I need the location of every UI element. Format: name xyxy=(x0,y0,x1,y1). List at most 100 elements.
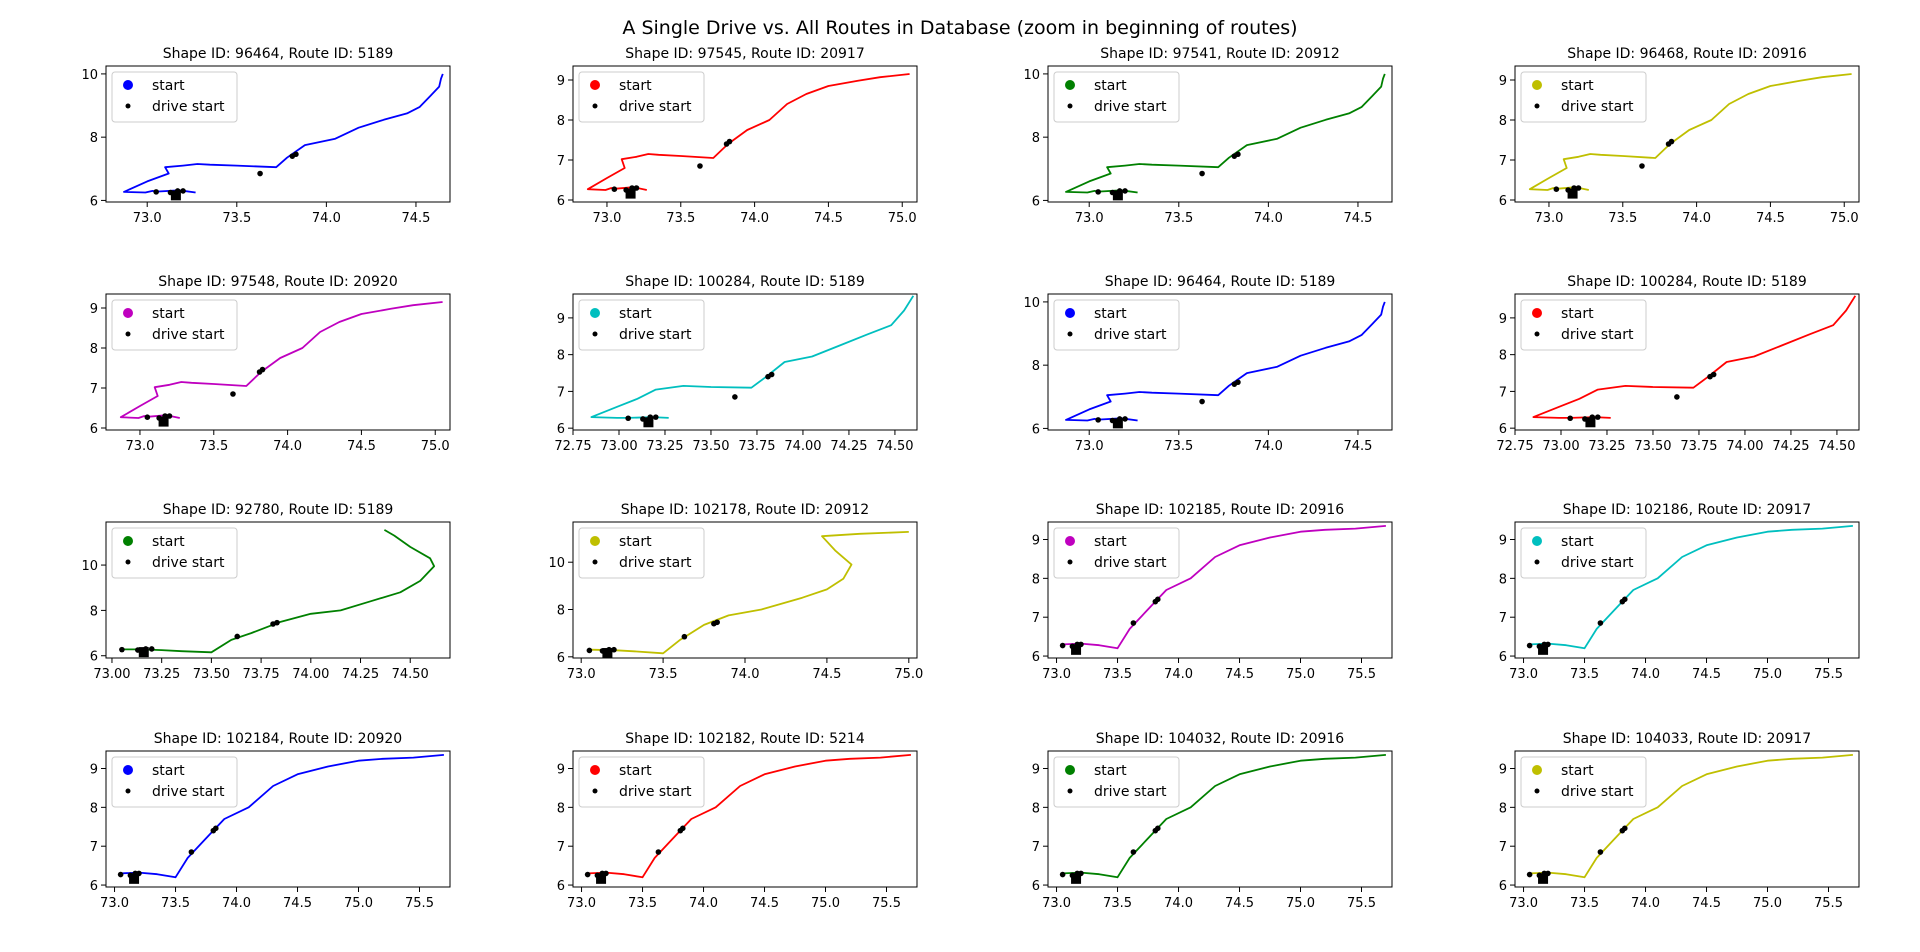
y-tick-label: 8 xyxy=(90,131,98,146)
subplot-title: Shape ID: 96468, Route ID: 20916 xyxy=(1567,46,1807,62)
legend-start-marker xyxy=(1532,80,1542,90)
y-tick-label: 6 xyxy=(1499,194,1507,209)
subplot-title: Shape ID: 102186, Route ID: 20917 xyxy=(1563,502,1811,518)
drive-start-point xyxy=(148,646,155,652)
axes-frame xyxy=(105,65,451,203)
route-line xyxy=(121,529,436,654)
legend-drive-start-marker xyxy=(1534,331,1540,337)
x-tick-label: 74.5 xyxy=(1343,439,1372,454)
y-tick-label: 7 xyxy=(1032,611,1040,626)
x-tick-label: 74.50 xyxy=(392,667,429,682)
legend: start drive start xyxy=(1520,756,1647,808)
drive-start-point xyxy=(1235,151,1241,158)
drive-start-point xyxy=(274,619,280,626)
axes-frame xyxy=(1514,293,1860,431)
axes-frame xyxy=(572,750,918,888)
subplot-title: Shape ID: 102185, Route ID: 20916 xyxy=(1096,502,1345,518)
drive-start-point xyxy=(1582,416,1588,422)
route-line xyxy=(1065,73,1386,194)
drive-start-point xyxy=(132,870,139,877)
drive-start-point xyxy=(1074,870,1081,877)
legend-start-marker xyxy=(590,536,600,546)
y-tick-label: 8 xyxy=(90,801,98,816)
legend-box xyxy=(111,527,238,579)
y-tick-label: 8 xyxy=(557,604,565,619)
x-tick-label: 74.50 xyxy=(876,439,913,454)
x-tick-label: 73.5 xyxy=(1570,667,1599,682)
y-tick-label: 6 xyxy=(1032,650,1040,665)
subplot-title: Shape ID: 97548, Route ID: 20920 xyxy=(158,274,398,290)
x-tick-label: 73.50 xyxy=(692,439,729,454)
legend-drive-start-marker xyxy=(592,559,598,565)
drive-start-point xyxy=(1116,416,1123,422)
start-marker xyxy=(1071,644,1082,655)
x-tick-label: 75.0 xyxy=(344,896,373,911)
drive-start-point xyxy=(117,871,124,878)
start-marker xyxy=(1112,418,1123,429)
y-tick-label: 6 xyxy=(1499,422,1507,437)
x-tick-label: 74.5 xyxy=(401,211,430,226)
legend-drive-start-label: drive start xyxy=(1094,99,1167,115)
drive-start-point xyxy=(1116,188,1123,194)
y-tick-label: 8 xyxy=(1499,572,1507,587)
legend-box xyxy=(1053,299,1180,351)
x-tick-label: 74.5 xyxy=(1692,896,1721,911)
legend-drive-start-label: drive start xyxy=(1561,99,1634,115)
route-line xyxy=(1532,295,1857,419)
y-tick-label: 8 xyxy=(557,114,565,129)
drive-start-point xyxy=(1597,849,1604,855)
x-tick-label: 75.0 xyxy=(888,211,917,226)
x-tick-label: 75.5 xyxy=(1814,896,1843,911)
drive-start-point xyxy=(119,646,125,653)
subplot-title: Shape ID: 92780, Route ID: 5189 xyxy=(163,502,394,518)
legend-drive-start-label: drive start xyxy=(152,327,225,343)
x-tick-label: 74.0 xyxy=(689,896,718,911)
drive-start-point xyxy=(640,416,646,422)
x-tick-label: 73.25 xyxy=(1588,439,1625,454)
legend-start-label: start xyxy=(619,78,652,94)
legend: start drive start xyxy=(578,71,705,123)
x-tick-label: 74.5 xyxy=(812,667,841,682)
legend-box xyxy=(578,527,705,579)
y-tick-label: 8 xyxy=(1499,349,1507,364)
x-tick-label: 73.50 xyxy=(193,667,230,682)
axes-frame xyxy=(1514,65,1860,203)
x-tick-label: 75.5 xyxy=(405,896,434,911)
route-line xyxy=(587,754,911,879)
drive-start-point xyxy=(167,189,174,196)
legend-box xyxy=(1520,299,1647,351)
x-tick-label: 73.5 xyxy=(628,896,657,911)
y-tick-label: 9 xyxy=(557,74,565,89)
x-tick-label: 75.0 xyxy=(1830,211,1859,226)
x-tick-label: 73.0 xyxy=(100,896,129,911)
drive-start-point xyxy=(732,394,738,400)
x-tick-label: 73.75 xyxy=(1680,439,1717,454)
axes-frame xyxy=(1514,750,1860,888)
subplot-title: Shape ID: 100284, Route ID: 5189 xyxy=(625,274,865,290)
x-tick-label: 75.0 xyxy=(811,896,840,911)
subplot-12: Shape ID: 102186, Route ID: 20917 73.0 73.… xyxy=(1499,502,1860,682)
subplot-9: Shape ID: 92780, Route ID: 5189 73.00 73.2… xyxy=(81,502,451,682)
drive-start-point xyxy=(1536,643,1543,650)
x-tick-label: 73.0 xyxy=(1534,211,1563,226)
drive-start-point xyxy=(768,371,775,378)
drive-start-point xyxy=(259,366,266,373)
legend-box xyxy=(578,71,705,123)
x-tick-label: 73.50 xyxy=(1634,439,1671,454)
x-tick-label: 73.0 xyxy=(1042,896,1071,911)
x-tick-label: 74.5 xyxy=(750,896,779,911)
legend-start-label: start xyxy=(1094,534,1127,550)
drive-start-point xyxy=(623,187,629,193)
y-tick-label: 9 xyxy=(1032,533,1040,548)
drive-start-point xyxy=(1553,186,1560,192)
x-tick-label: 74.5 xyxy=(1756,211,1785,226)
legend-start-label: start xyxy=(1561,78,1594,94)
legend: start drive start xyxy=(111,299,238,351)
legend-start-label: start xyxy=(1561,763,1594,779)
x-tick-label: 75.0 xyxy=(1753,667,1782,682)
legend-start-marker xyxy=(123,765,133,775)
axes-frame xyxy=(572,293,918,431)
x-tick-label: 75.5 xyxy=(1347,896,1376,911)
route-line xyxy=(590,295,915,419)
drive-start-point xyxy=(142,646,149,652)
